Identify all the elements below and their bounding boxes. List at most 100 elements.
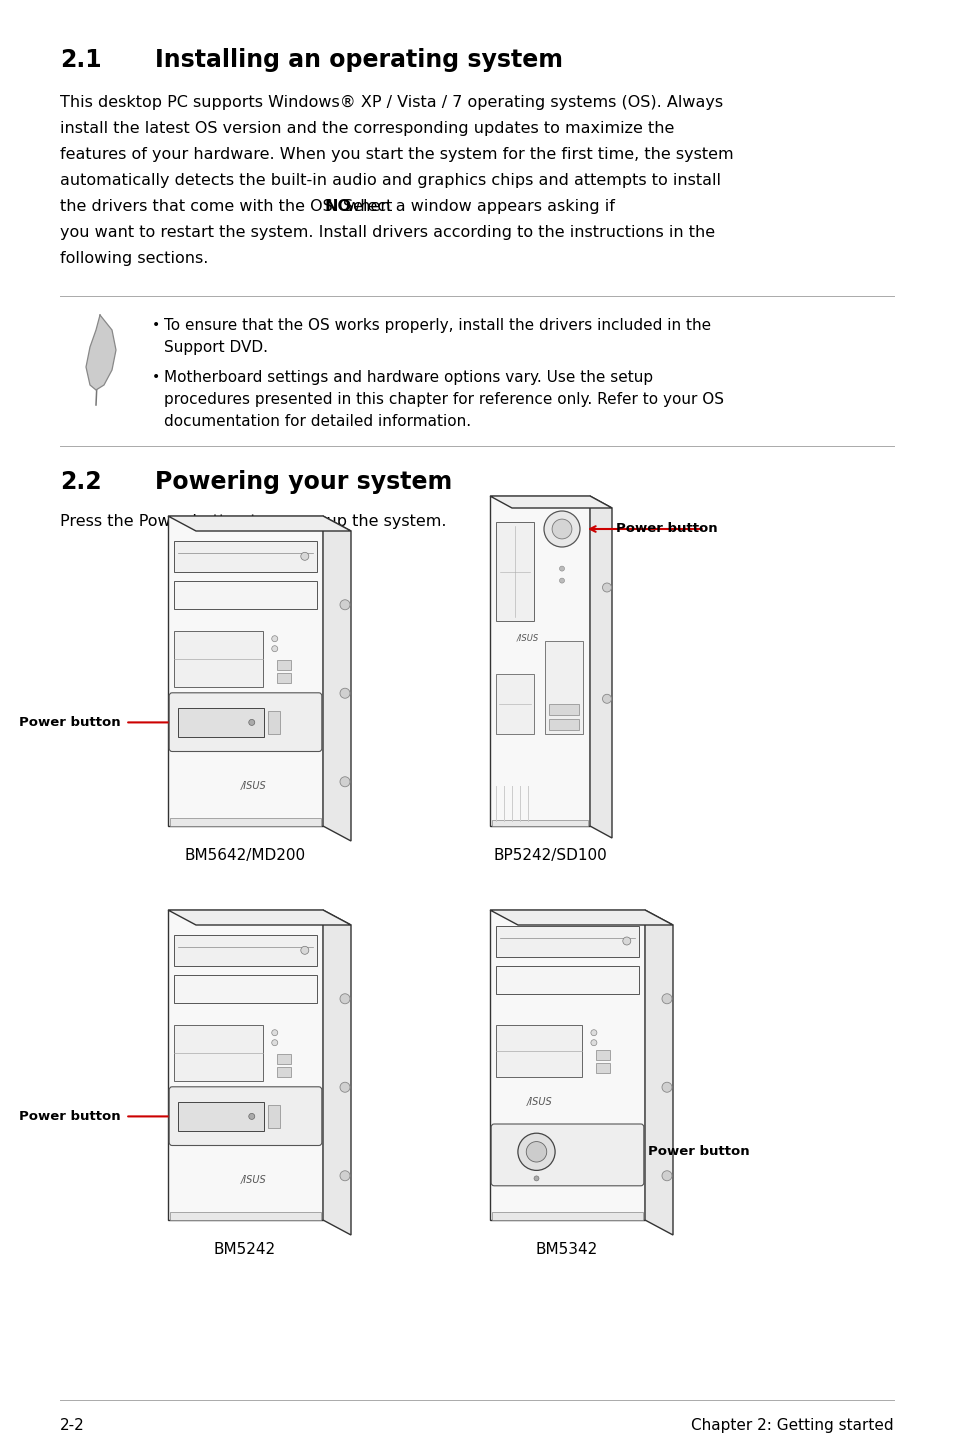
- Bar: [544, 641, 582, 733]
- Polygon shape: [168, 910, 323, 1219]
- FancyBboxPatch shape: [169, 1087, 321, 1146]
- Bar: [268, 1104, 279, 1127]
- Circle shape: [272, 646, 277, 651]
- Circle shape: [602, 582, 611, 592]
- Circle shape: [249, 719, 254, 725]
- Circle shape: [300, 552, 309, 561]
- Text: install the latest OS version and the corresponding updates to maximize the: install the latest OS version and the co…: [60, 121, 674, 137]
- Bar: [548, 719, 578, 729]
- Circle shape: [558, 578, 564, 582]
- Polygon shape: [490, 496, 612, 508]
- Circle shape: [339, 994, 350, 1004]
- Text: procedures presented in this chapter for reference only. Refer to your OS: procedures presented in this chapter for…: [164, 393, 723, 407]
- Text: BM5242: BM5242: [213, 1242, 275, 1257]
- Text: you want to restart the system. Install drivers according to the instructions in: you want to restart the system. Install …: [60, 224, 715, 240]
- Bar: [548, 703, 578, 715]
- Text: Power button: Power button: [616, 522, 717, 535]
- Circle shape: [558, 567, 564, 571]
- Polygon shape: [86, 315, 116, 390]
- Bar: [276, 660, 291, 670]
- Text: the drivers that come with the OS. Select: the drivers that come with the OS. Selec…: [60, 198, 397, 214]
- Text: when a window appears asking if: when a window appears asking if: [341, 198, 614, 214]
- Bar: [174, 581, 316, 610]
- Text: 2.2: 2.2: [60, 470, 102, 495]
- Bar: [174, 975, 316, 1002]
- Bar: [170, 818, 320, 825]
- Circle shape: [339, 1171, 350, 1181]
- Bar: [178, 707, 263, 736]
- Circle shape: [543, 510, 579, 546]
- Text: Motherboard settings and hardware options vary. Use the setup: Motherboard settings and hardware option…: [164, 370, 653, 385]
- Circle shape: [339, 689, 350, 699]
- Circle shape: [339, 777, 350, 787]
- Bar: [174, 935, 316, 966]
- Polygon shape: [644, 910, 672, 1235]
- Circle shape: [517, 1133, 555, 1171]
- Text: 2-2: 2-2: [60, 1418, 85, 1434]
- Circle shape: [590, 1040, 597, 1045]
- Polygon shape: [490, 910, 644, 1219]
- Polygon shape: [323, 910, 351, 1235]
- Circle shape: [249, 1113, 254, 1119]
- Circle shape: [661, 1171, 671, 1181]
- Text: Support DVD.: Support DVD.: [164, 339, 268, 355]
- FancyBboxPatch shape: [491, 1125, 643, 1186]
- Text: /ISUS: /ISUS: [240, 781, 266, 791]
- Circle shape: [272, 1040, 277, 1045]
- FancyBboxPatch shape: [169, 693, 321, 752]
- Circle shape: [272, 1030, 277, 1035]
- Bar: [496, 522, 534, 621]
- Bar: [276, 1054, 291, 1064]
- Bar: [496, 926, 639, 956]
- Text: documentation for detailed information.: documentation for detailed information.: [164, 414, 471, 429]
- Text: Powering your system: Powering your system: [154, 470, 452, 495]
- Circle shape: [602, 695, 611, 703]
- Text: To ensure that the OS works properly, install the drivers included in the: To ensure that the OS works properly, in…: [164, 318, 710, 334]
- Text: /ISUS: /ISUS: [526, 1097, 552, 1107]
- Polygon shape: [168, 910, 351, 925]
- Text: following sections.: following sections.: [60, 252, 208, 266]
- Text: Power button: Power button: [19, 716, 120, 729]
- Polygon shape: [168, 516, 351, 531]
- Text: Press the Power button to power up the system.: Press the Power button to power up the s…: [60, 513, 446, 529]
- Text: This desktop PC supports Windows® XP / Vista / 7 operating systems (OS). Always: This desktop PC supports Windows® XP / V…: [60, 95, 722, 111]
- Text: /ISUS: /ISUS: [517, 633, 538, 643]
- Text: Installing an operating system: Installing an operating system: [154, 47, 562, 72]
- Text: features of your hardware. When you start the system for the first time, the sys: features of your hardware. When you star…: [60, 147, 733, 162]
- Bar: [170, 1212, 320, 1219]
- Text: Power button: Power button: [647, 1145, 749, 1158]
- Text: Chapter 2: Getting started: Chapter 2: Getting started: [691, 1418, 893, 1434]
- Circle shape: [339, 1083, 350, 1093]
- Bar: [268, 710, 279, 733]
- Circle shape: [622, 938, 630, 945]
- Bar: [596, 1050, 609, 1060]
- Bar: [178, 1102, 263, 1130]
- Bar: [596, 1063, 609, 1073]
- Text: 2.1: 2.1: [60, 47, 102, 72]
- Polygon shape: [589, 496, 612, 838]
- Text: •: •: [152, 318, 160, 332]
- Circle shape: [526, 1142, 546, 1162]
- Bar: [492, 820, 587, 825]
- Text: BM5342: BM5342: [536, 1242, 598, 1257]
- Bar: [174, 1025, 262, 1080]
- Circle shape: [661, 1083, 671, 1093]
- Circle shape: [661, 994, 671, 1004]
- Text: automatically detects the built-in audio and graphics chips and attempts to inst: automatically detects the built-in audio…: [60, 173, 720, 188]
- Circle shape: [590, 1030, 597, 1035]
- Bar: [276, 1067, 291, 1077]
- Polygon shape: [490, 910, 672, 925]
- Bar: [276, 673, 291, 683]
- Polygon shape: [490, 496, 589, 825]
- Polygon shape: [323, 516, 351, 841]
- Text: Power button: Power button: [19, 1110, 120, 1123]
- Circle shape: [339, 600, 350, 610]
- Circle shape: [534, 1176, 538, 1181]
- Bar: [174, 541, 316, 572]
- Polygon shape: [168, 516, 323, 825]
- Text: •: •: [152, 370, 160, 384]
- Text: BM5642/MD200: BM5642/MD200: [184, 848, 305, 863]
- Circle shape: [272, 636, 277, 641]
- Bar: [496, 966, 639, 994]
- Circle shape: [300, 946, 309, 955]
